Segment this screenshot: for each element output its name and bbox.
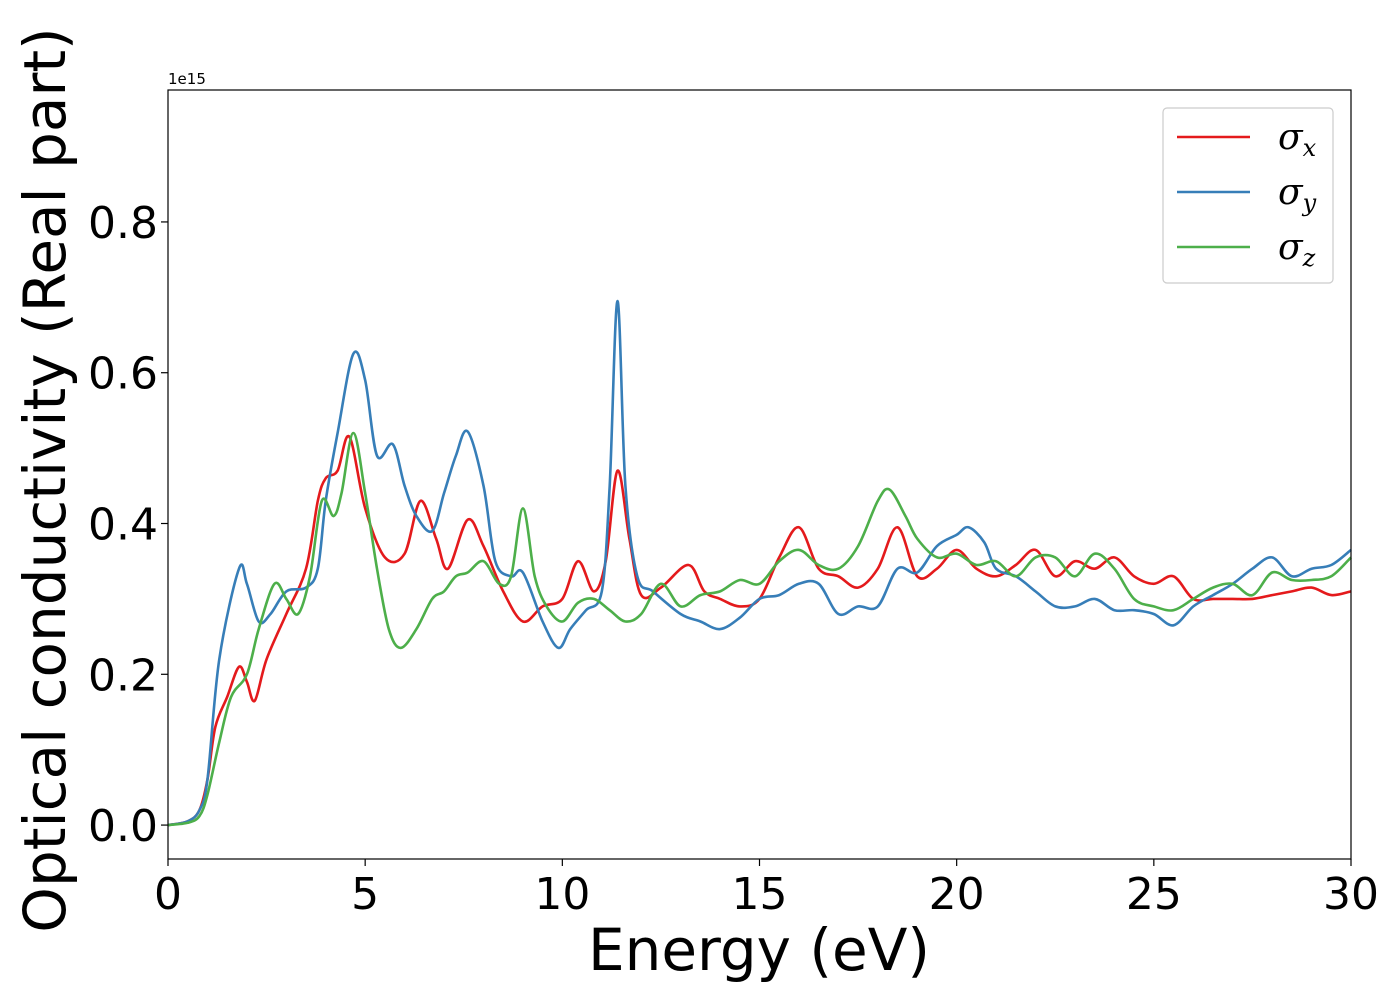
- series-line-y: [167, 299, 1352, 827]
- x-tick-label: 20: [929, 869, 985, 920]
- x-tick-label: 5: [351, 869, 379, 920]
- x-tick-label: 30: [1323, 869, 1379, 920]
- y-tick-label: 0.6: [88, 349, 158, 400]
- legend: σx σy σz: [1162, 107, 1334, 284]
- y-tick-label: 0.4: [88, 500, 158, 551]
- series-layer: [167, 299, 1352, 827]
- y-axis-label: Optical conductivity (Real part): [11, 27, 79, 932]
- x-tick-label: 10: [534, 869, 590, 920]
- y-tick-label: 0.0: [88, 801, 158, 852]
- x-tick-label: 25: [1126, 869, 1182, 920]
- legend-label-y: σy: [1278, 172, 1317, 217]
- y-tick-label: 0.2: [88, 650, 158, 701]
- y-axis: 0.0 0.2 0.4 0.6 0.8: [88, 198, 168, 852]
- series-line-z: [167, 431, 1352, 827]
- x-axis-label: Energy (eV): [588, 916, 930, 984]
- y-offset-label: 1e15: [168, 70, 206, 88]
- x-tick-label: 0: [154, 869, 182, 920]
- y-tick-label: 0.8: [88, 198, 158, 249]
- legend-label-x: σx: [1278, 117, 1317, 162]
- series-line-x: [167, 434, 1352, 827]
- legend-label-z: σz: [1278, 227, 1316, 272]
- legend-frame: [1162, 107, 1334, 284]
- x-axis: 0 5 10 15 20 25 30: [154, 859, 1379, 920]
- x-tick-label: 15: [732, 869, 788, 920]
